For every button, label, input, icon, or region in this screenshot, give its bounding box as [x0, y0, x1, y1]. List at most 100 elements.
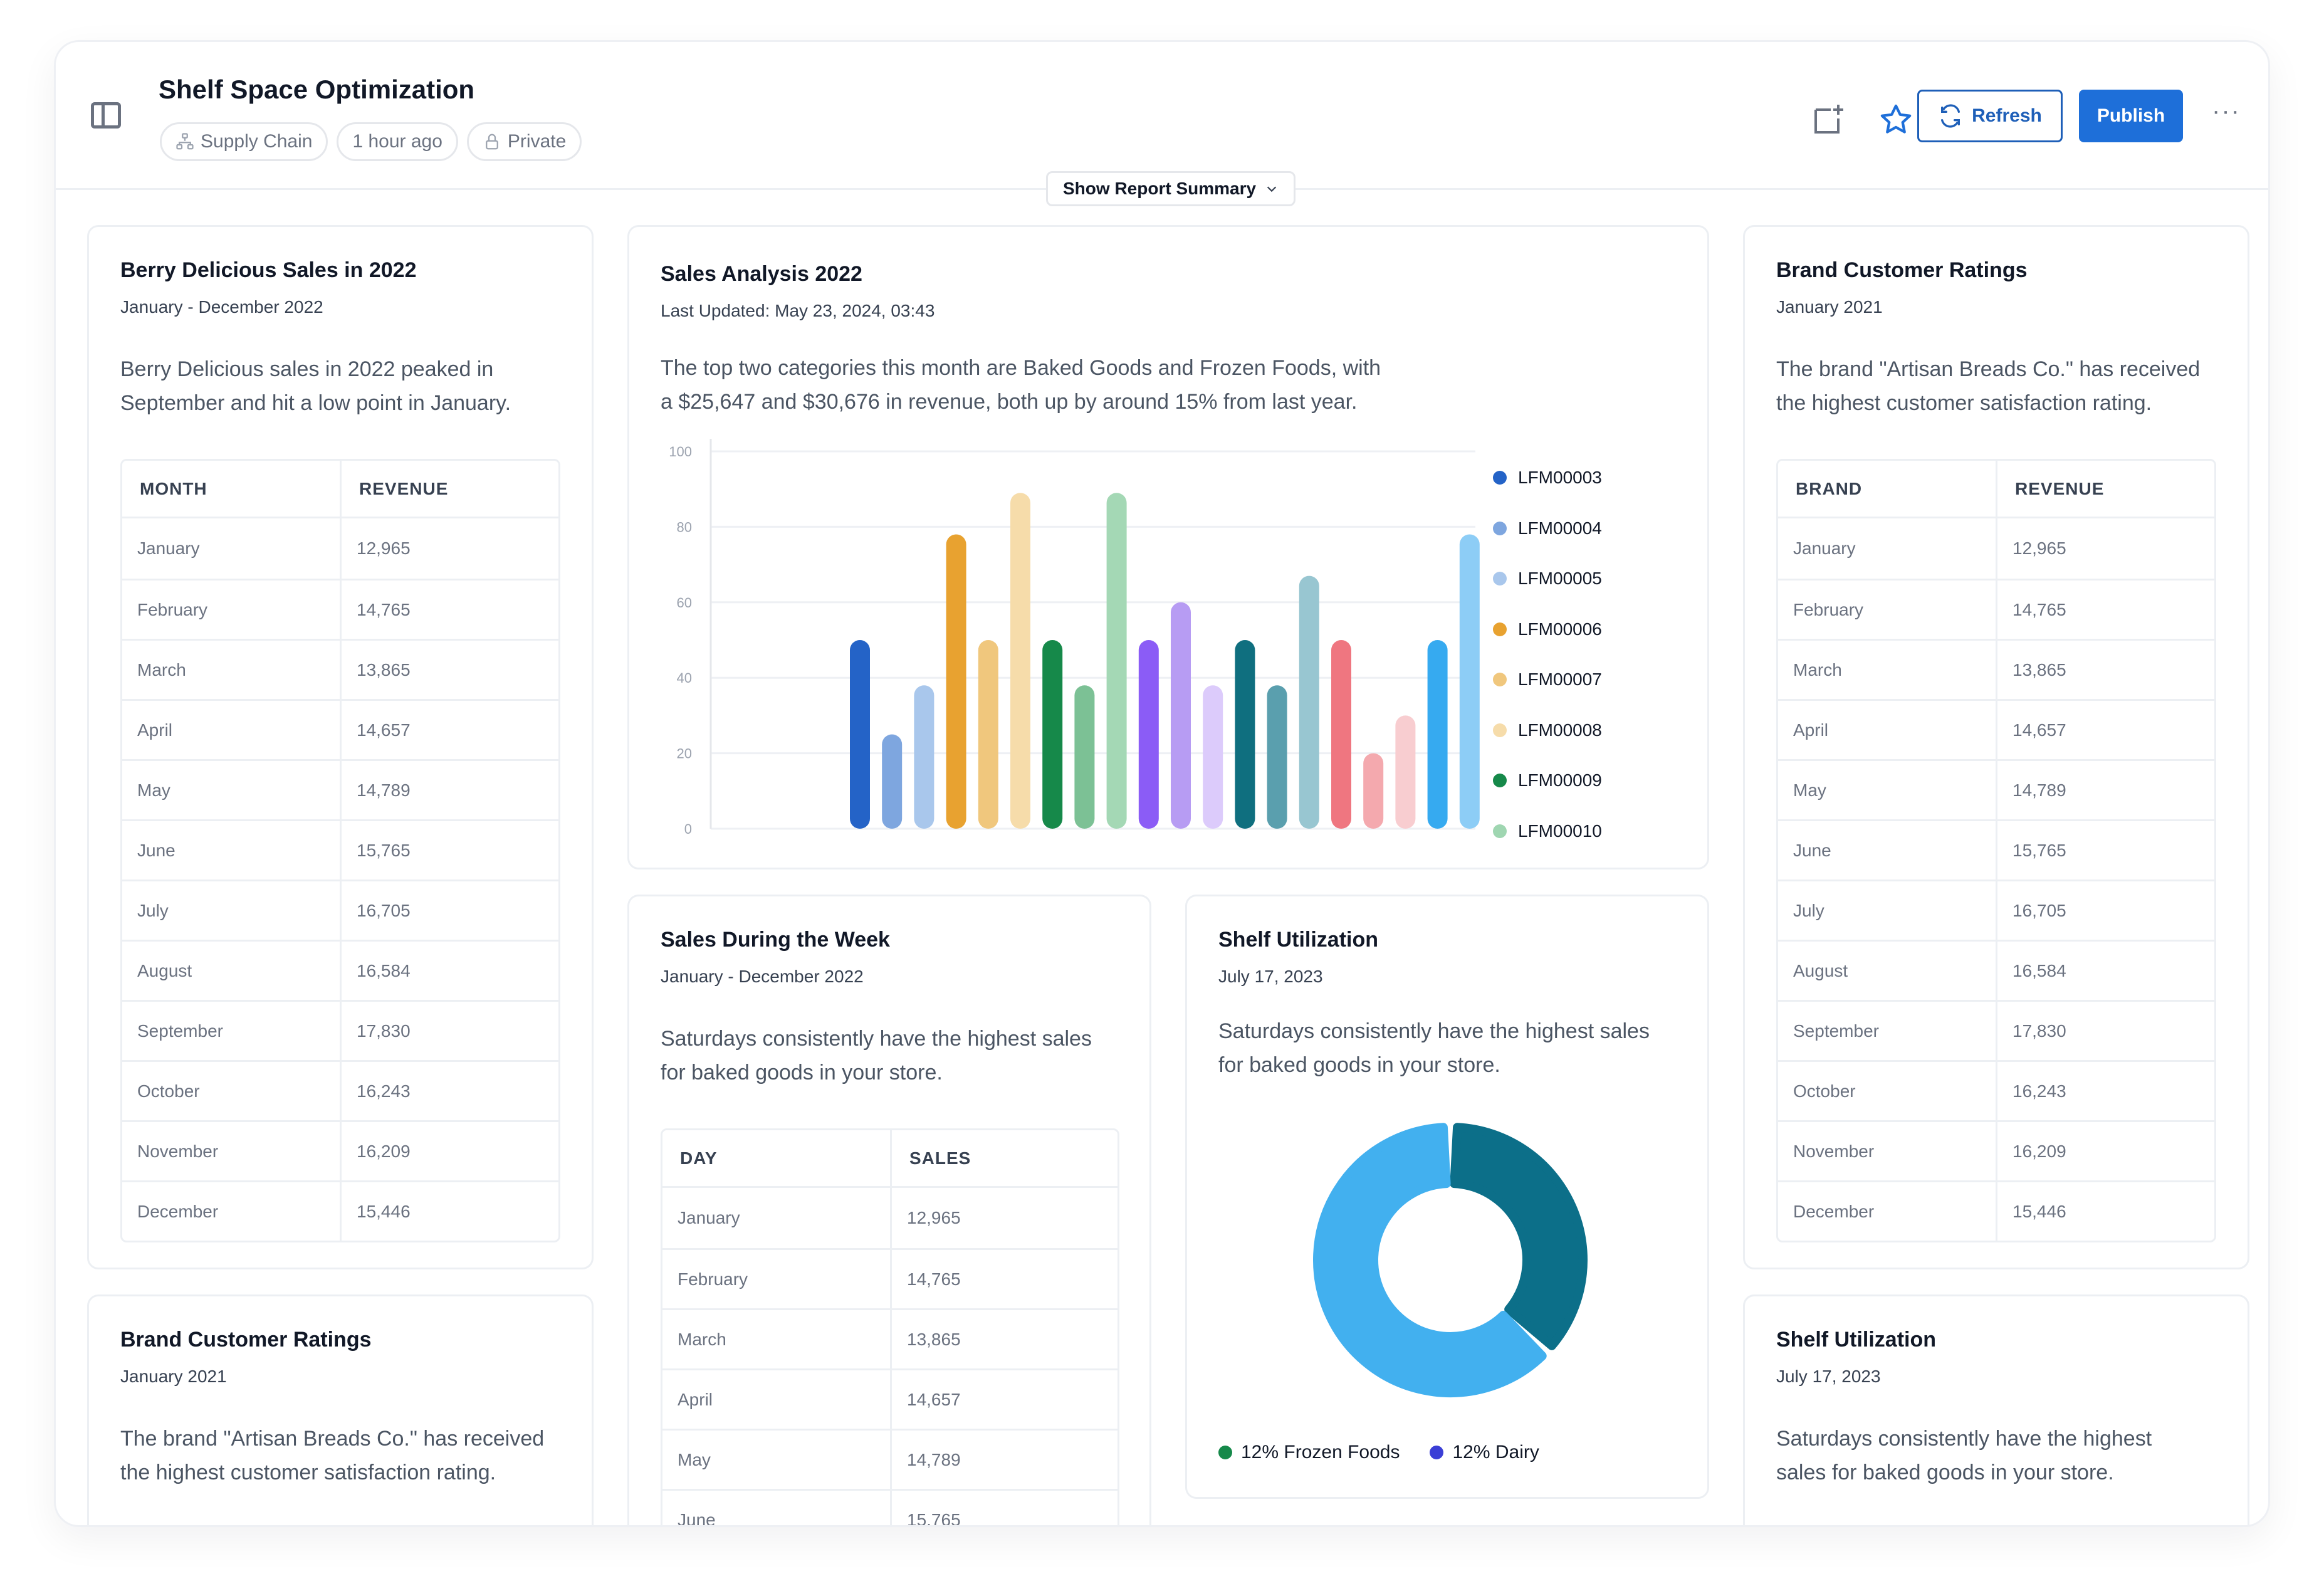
table-row: June 15,765	[122, 819, 558, 880]
table-row: October 16,243	[1778, 1060, 2214, 1120]
row-value: 15,446	[342, 1180, 558, 1241]
bar[interactable]	[1427, 640, 1448, 829]
card-subtitle: July 17, 2023	[1776, 1367, 1881, 1386]
bar[interactable]	[1138, 640, 1159, 829]
row-label: April	[122, 699, 342, 759]
page-title: Shelf Space Optimization	[159, 75, 475, 104]
chip-category[interactable]: Supply Chain	[160, 122, 328, 161]
row-value: 13,865	[892, 1308, 1118, 1368]
row-label: April	[662, 1368, 892, 1429]
card-description: Saturdays consistently have the highest …	[661, 1022, 1092, 1090]
star-icon[interactable]	[1878, 102, 1913, 137]
legend-label: LFM00004	[1518, 518, 1602, 538]
legend-item: LFM00009	[1493, 755, 1602, 806]
legend-dot	[1493, 673, 1507, 687]
bar[interactable]	[1203, 685, 1223, 829]
row-value: 14,657	[1997, 699, 2214, 759]
more-options-icon[interactable]: ···	[2212, 97, 2241, 125]
row-value: 14,657	[342, 699, 558, 759]
row-value: 16,209	[342, 1120, 558, 1180]
description-line: sales for baked goods in your store.	[1776, 1461, 2114, 1484]
table-row: April 14,657	[662, 1368, 1118, 1429]
chip-visibility[interactable]: Private	[466, 122, 582, 161]
row-value: 15,765	[1997, 819, 2214, 880]
description-line: for baked goods in your store.	[661, 1061, 943, 1084]
legend-label: LFM00003	[1518, 468, 1602, 488]
shelf-donut-chart	[1313, 1123, 1588, 1397]
y-tick-label: 60	[677, 595, 692, 611]
legend-dot	[1493, 622, 1507, 636]
bar[interactable]	[1299, 575, 1319, 829]
week-sales-table: DAY SALES January 12,965 February 14,765 Mar…	[661, 1128, 1119, 1525]
bar[interactable]	[882, 734, 903, 829]
description-line: Saturdays consistently have the highest …	[661, 1027, 1092, 1051]
bar[interactable]	[1459, 534, 1480, 829]
bar[interactable]	[1331, 640, 1351, 829]
bar[interactable]	[1171, 602, 1191, 829]
table-header-row: BRAND REVENUE	[1778, 461, 2214, 518]
sidebar-toggle-icon[interactable]	[91, 102, 121, 129]
show-report-summary-button[interactable]: Show Report Summary	[1046, 171, 1296, 206]
table-row: September 17,830	[1778, 1000, 2214, 1060]
bar[interactable]	[914, 685, 934, 829]
legend-dot	[1218, 1446, 1232, 1459]
row-label: June	[122, 819, 342, 880]
description-line: The brand "Artisan Breads Co." has recei…	[120, 1427, 545, 1451]
row-label: September	[1778, 1000, 1997, 1060]
y-tick-label: 100	[669, 444, 692, 459]
bar[interactable]	[1106, 493, 1127, 829]
row-value: 15,446	[1997, 1180, 2214, 1241]
publish-button[interactable]: Publish	[2079, 90, 2183, 142]
bar[interactable]	[978, 640, 998, 829]
dashboard-frame: Shelf Space Optimization Supply Chain 1 …	[54, 40, 2270, 1527]
card-description: Berry Delicious sales in 2022 peaked in …	[120, 352, 511, 420]
row-label: August	[122, 940, 342, 1000]
add-widget-icon[interactable]	[1811, 102, 1846, 137]
legend-item: LFM00005	[1493, 554, 1602, 604]
table-row: November 16,209	[122, 1120, 558, 1180]
column-header: MONTH	[122, 461, 342, 518]
table-row: July 16,705	[1778, 880, 2214, 940]
description-line: The brand "Artisan Breads Co." has recei…	[1776, 357, 2201, 381]
row-value: 17,830	[342, 1000, 558, 1060]
donut-segment[interactable]	[1313, 1123, 1547, 1397]
legend-dot	[1493, 572, 1507, 586]
bar[interactable]	[1267, 685, 1287, 829]
bar[interactable]	[946, 534, 966, 829]
donut-segment[interactable]	[1450, 1123, 1588, 1350]
card-description: The top two categories this month are Ba…	[661, 351, 1381, 419]
chip-updated-label: 1 hour ago	[352, 131, 442, 152]
legend-dot	[1493, 471, 1507, 485]
row-label: August	[1778, 940, 1997, 1000]
bar[interactable]	[1395, 715, 1416, 829]
sales-analysis-card: Sales Analysis 2022 Last Updated: May 23…	[627, 225, 1709, 869]
row-value: 12,965	[2013, 538, 2066, 558]
description-line: Saturdays consistently have the highest …	[1218, 1019, 1650, 1043]
legend-item: LFM00008	[1493, 705, 1602, 756]
refresh-icon	[1941, 104, 1960, 128]
card-subtitle: July 17, 2023	[1218, 967, 1323, 986]
bar[interactable]	[1074, 685, 1095, 829]
chart-legend: LFM00003 LFM00004 LFM00005 LFM00006 LFM00007…	[1493, 453, 1602, 856]
table-row: November 16,209	[1778, 1120, 2214, 1180]
row-value: 14,657	[892, 1368, 1118, 1429]
bar[interactable]	[1363, 753, 1384, 829]
table-row: March 13,865	[1778, 639, 2214, 699]
brand-ratings-card-right: Brand Customer Ratings January 2021 The …	[1743, 225, 2249, 1269]
legend-label: LFM00009	[1518, 770, 1602, 790]
legend-item: LFM00007	[1493, 654, 1602, 705]
row-label: May	[662, 1429, 892, 1489]
refresh-button[interactable]: Refresh	[1917, 90, 2063, 142]
bar[interactable]	[1042, 640, 1063, 829]
table-row: July 16,705	[122, 880, 558, 940]
bar[interactable]	[850, 640, 870, 829]
card-title: Brand Customer Ratings	[120, 1328, 372, 1352]
sales-bar-chart: 0 20 40 60 80 100	[669, 439, 1480, 837]
table-row: June 15,765	[662, 1489, 1118, 1525]
row-label: October	[1778, 1060, 1997, 1120]
row-value: 15,765	[342, 819, 558, 880]
bar[interactable]	[1010, 493, 1030, 829]
legend-dot	[1493, 824, 1507, 838]
bar[interactable]	[1235, 640, 1255, 829]
row-value: 14,789	[892, 1429, 1118, 1489]
